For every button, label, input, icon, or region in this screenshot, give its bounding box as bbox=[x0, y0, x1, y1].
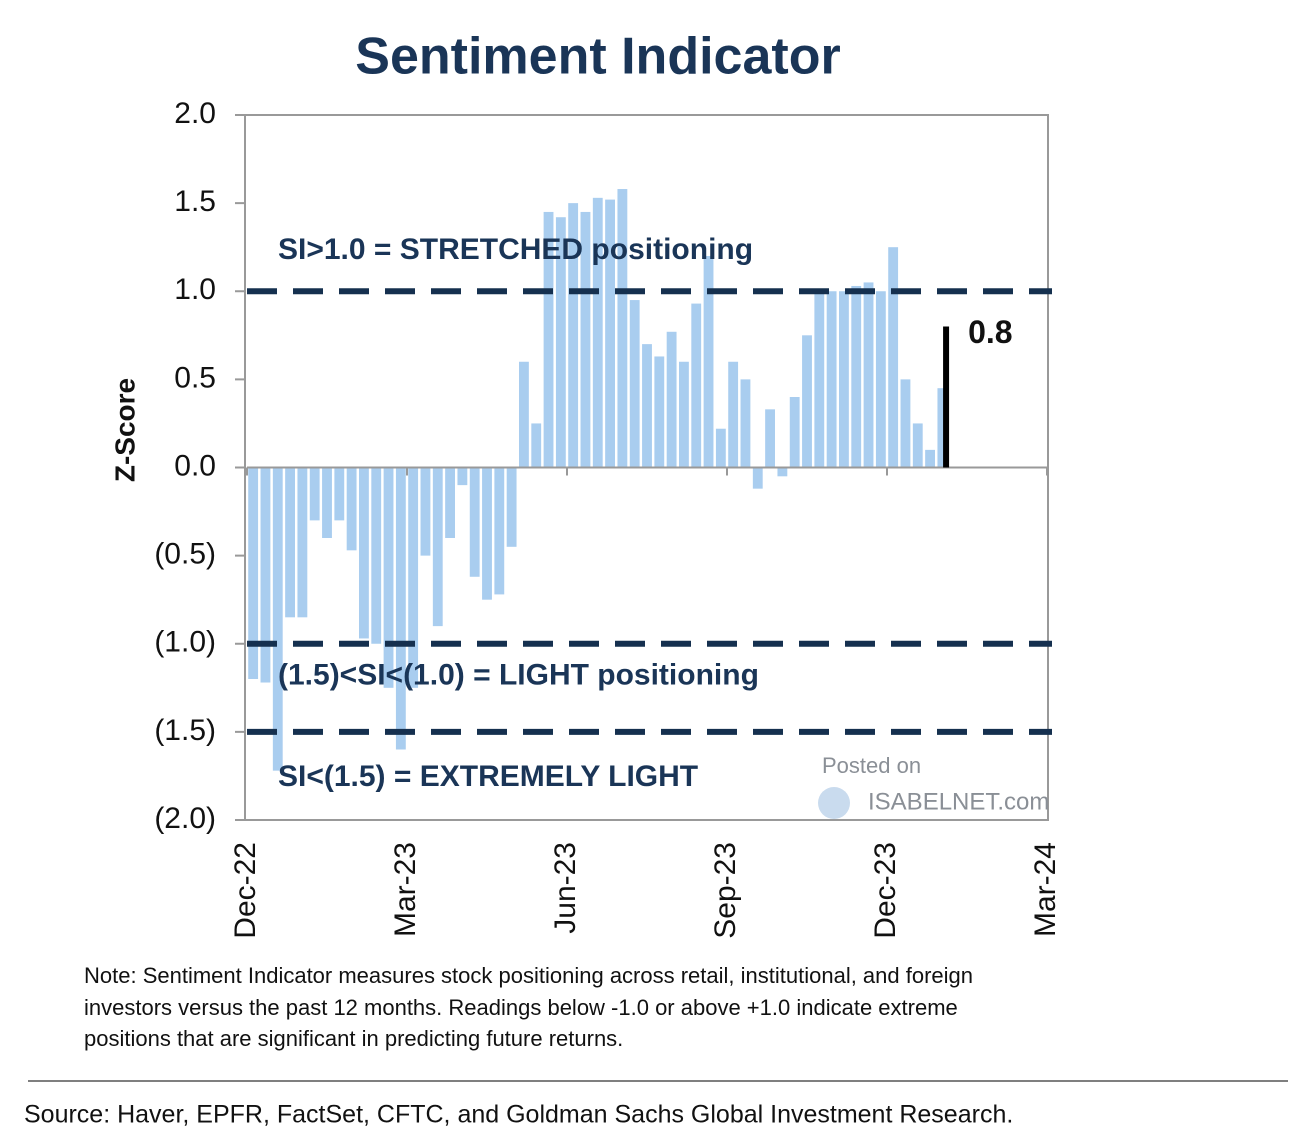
bar bbox=[248, 467, 259, 679]
bar bbox=[777, 467, 788, 477]
bar bbox=[469, 467, 480, 577]
bar bbox=[260, 467, 271, 683]
bar bbox=[482, 467, 492, 600]
x-tick-label: Mar-23 bbox=[389, 842, 422, 937]
y-tick-label: 0.5 bbox=[174, 361, 216, 394]
x-tick-label: Dec-22 bbox=[229, 842, 262, 939]
annotation-label: 0.8 bbox=[968, 314, 1012, 350]
bar bbox=[568, 203, 579, 468]
bar bbox=[875, 291, 886, 468]
bar bbox=[359, 467, 369, 639]
bar bbox=[728, 361, 739, 468]
x-tick-label: Jun-23 bbox=[549, 842, 582, 934]
reference-label: SI>1.0 = STRETCHED positioning bbox=[278, 233, 753, 266]
y-tick-label: (2.0) bbox=[154, 802, 216, 835]
bar bbox=[334, 467, 345, 521]
bar bbox=[679, 361, 689, 468]
bar bbox=[851, 285, 862, 468]
note: Note: Sentiment Indicator measures stock… bbox=[84, 963, 973, 988]
x-tick-label: Sep-23 bbox=[709, 842, 742, 939]
bar bbox=[322, 467, 332, 538]
bar bbox=[272, 467, 283, 771]
bar bbox=[432, 467, 443, 627]
y-tick-label: (1.5) bbox=[154, 714, 216, 747]
bar bbox=[703, 256, 714, 468]
y-tick-label: 0.0 bbox=[174, 449, 216, 482]
bar bbox=[888, 247, 899, 468]
bar bbox=[383, 467, 394, 688]
bar bbox=[814, 291, 825, 468]
bar bbox=[629, 300, 640, 468]
bar bbox=[642, 344, 652, 468]
y-axis-label: Z-Score bbox=[109, 378, 140, 482]
bar bbox=[802, 335, 812, 468]
bar bbox=[789, 397, 800, 468]
reference-label: (1.5)<SI<(1.0) = LIGHT positioning bbox=[278, 659, 759, 692]
x-tick-label: Dec-23 bbox=[869, 842, 902, 939]
bar bbox=[285, 467, 295, 618]
bar bbox=[531, 423, 542, 468]
bar bbox=[543, 211, 554, 468]
x-tick-label: Mar-24 bbox=[1029, 842, 1062, 937]
watermark: ISABELNET.com bbox=[868, 788, 1049, 815]
bar bbox=[371, 467, 382, 644]
bar bbox=[395, 467, 406, 750]
bar bbox=[445, 467, 455, 538]
source: Source: Haver, EPFR, FactSet, CFTC, and … bbox=[24, 1101, 1013, 1129]
bar bbox=[420, 467, 431, 556]
bar bbox=[580, 211, 591, 468]
bar bbox=[740, 379, 751, 468]
bar bbox=[346, 467, 357, 551]
bar bbox=[309, 467, 320, 521]
bar bbox=[617, 189, 628, 468]
y-tick-label: (1.0) bbox=[154, 626, 216, 659]
bar bbox=[752, 467, 763, 489]
bar bbox=[592, 197, 603, 468]
watermark-logo bbox=[818, 787, 850, 819]
bar bbox=[605, 199, 615, 468]
bar bbox=[826, 291, 837, 468]
y-tick-label: 2.0 bbox=[174, 97, 216, 130]
bar bbox=[912, 423, 923, 468]
bar bbox=[691, 303, 702, 468]
note: positions that are significant in predic… bbox=[84, 1026, 623, 1051]
bar bbox=[937, 388, 948, 468]
bar bbox=[666, 331, 677, 468]
bar bbox=[900, 379, 911, 468]
bar bbox=[506, 467, 517, 547]
bar bbox=[457, 467, 468, 486]
y-tick-label: 1.0 bbox=[174, 273, 216, 306]
bar bbox=[839, 291, 849, 468]
bar bbox=[519, 361, 529, 468]
bar bbox=[408, 467, 419, 688]
bar bbox=[654, 356, 665, 468]
reference-label: SI<(1.5) = EXTREMELY LIGHT bbox=[278, 760, 698, 793]
bar bbox=[765, 409, 775, 468]
bar bbox=[715, 428, 726, 468]
bar bbox=[925, 449, 935, 468]
chart-title: Sentiment Indicator bbox=[355, 28, 840, 86]
note: investors versus the past 12 months. Rea… bbox=[84, 995, 958, 1020]
bar bbox=[494, 467, 505, 595]
y-tick-label: (0.5) bbox=[154, 538, 216, 571]
y-tick-label: 1.5 bbox=[174, 185, 216, 218]
bar bbox=[297, 467, 308, 618]
bar bbox=[863, 282, 874, 468]
bar bbox=[555, 217, 566, 468]
watermark: Posted on bbox=[822, 753, 921, 778]
